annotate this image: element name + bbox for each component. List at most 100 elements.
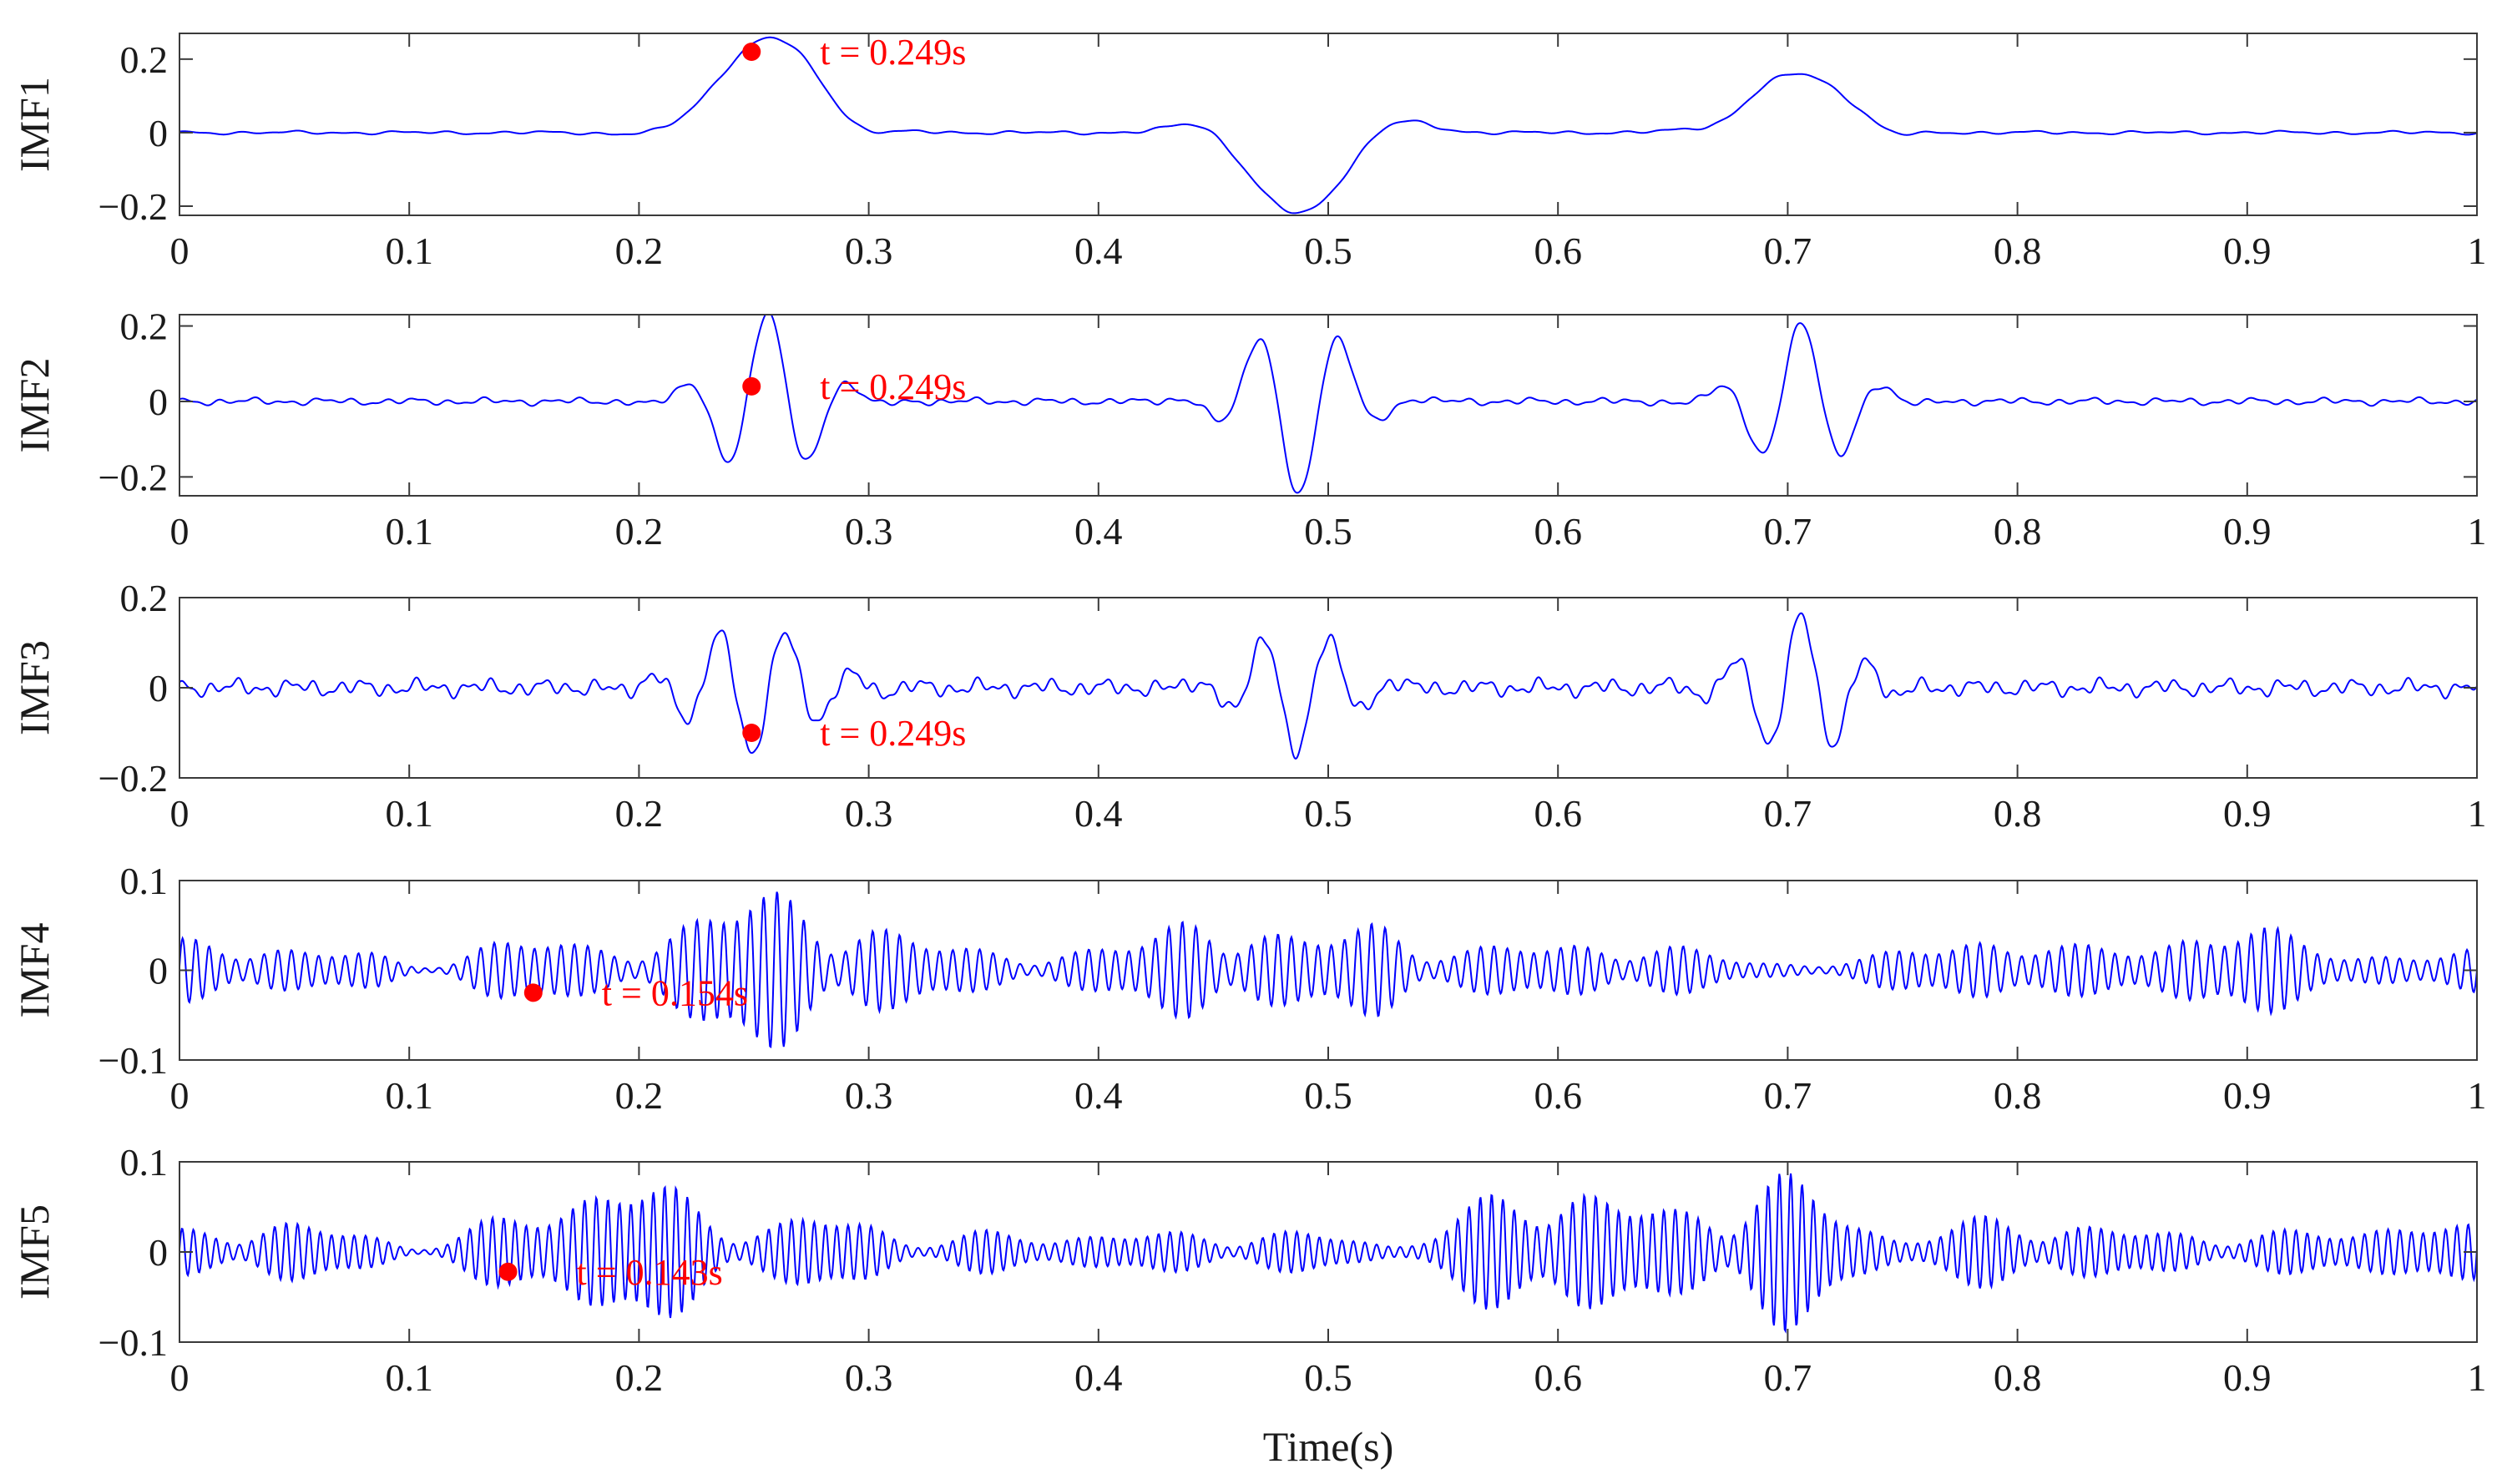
x-tick-label: 0.8: [1994, 1356, 2042, 1399]
signal-line-imf4: [179, 891, 2477, 1048]
x-tick-label: 0.7: [1764, 230, 1812, 272]
x-tick-label: 0.1: [385, 1356, 433, 1399]
y-tick-label: 0.2: [120, 577, 169, 619]
x-tick-label: 0.9: [2223, 230, 2272, 272]
panels-layer: 0 0.1 0.2 0.3 0.4 0.5 0.6 0.7 0.8 0.9 1−0.200.2IMF…: [11, 32, 2487, 1399]
x-tick-label: 0.4: [1074, 792, 1123, 835]
x-tick-label: 0: [170, 792, 190, 835]
x-tick-label: 0.2: [615, 230, 664, 272]
x-tick-label: 0.8: [1994, 510, 2042, 553]
x-tick-label: 0.8: [1994, 230, 2042, 272]
y-tick-label: 0.2: [120, 38, 169, 81]
x-tick-label: 0.7: [1764, 510, 1812, 553]
x-tick-label: 0.5: [1304, 230, 1352, 272]
x-tick-label: 0.1: [385, 510, 433, 553]
y-tick-label: 0: [149, 1231, 168, 1274]
y-tick-label: 0: [149, 381, 168, 423]
y-tick-label: 0.1: [120, 860, 169, 902]
x-axis-label: Time(s): [1263, 1423, 1394, 1470]
panel-imf4: 0 0.1 0.2 0.3 0.4 0.5 0.6 0.7 0.8 0.9 1−0.100.1IMF…: [11, 860, 2487, 1117]
signal-line-imf5: [179, 1173, 2477, 1334]
x-tick-label: 0.6: [1534, 510, 1582, 553]
x-tick-label: 0.6: [1534, 1074, 1582, 1117]
x-tick-label: 0.2: [615, 1074, 664, 1117]
x-tick-label: 1: [2468, 510, 2487, 553]
y-tick-label: −0.1: [99, 1039, 168, 1082]
x-tick-label: 0.7: [1764, 1356, 1812, 1399]
x-tick-label: 0.5: [1304, 792, 1352, 835]
y-axis-label-imf2: IMF2: [11, 358, 58, 453]
x-tick-label: 0.1: [385, 1074, 433, 1117]
y-tick-label: −0.1: [99, 1321, 168, 1364]
y-tick-label: −0.2: [99, 456, 168, 498]
x-tick-label: 0.5: [1304, 1356, 1352, 1399]
x-tick-label: 0.6: [1534, 1356, 1582, 1399]
axes-frame-imf1: [179, 33, 2478, 216]
y-tick-label: 0.2: [120, 305, 169, 348]
x-tick-label: 1: [2468, 792, 2487, 835]
annotation-label-imf1: t = 0.249s: [820, 32, 966, 73]
y-axis-label-imf5: IMF5: [11, 1204, 58, 1300]
annotation-marker-imf5: [498, 1262, 518, 1281]
x-tick-label: 0.6: [1534, 792, 1582, 835]
x-tick-label: 0.3: [845, 792, 893, 835]
x-tick-label: 0: [170, 510, 190, 553]
y-tick-label: −0.2: [99, 757, 168, 800]
x-tick-label: 0.3: [845, 230, 893, 272]
annotation-marker-imf2: [742, 376, 761, 396]
x-tick-label: 0: [170, 230, 190, 272]
x-tick-label: 0.9: [2223, 1356, 2272, 1399]
x-tick-label: 0.7: [1764, 792, 1812, 835]
y-axis-label-imf3: IMF3: [11, 640, 58, 735]
axes-frame-imf3: [179, 597, 2478, 779]
x-tick-label: 0.3: [845, 510, 893, 553]
axes-frame-imf2: [179, 314, 2478, 497]
signal-line-imf2: [179, 315, 2477, 494]
x-tick-label: 0.3: [845, 1074, 893, 1117]
x-tick-label: 0.1: [385, 230, 433, 272]
x-tick-label: 1: [2468, 1074, 2487, 1117]
x-tick-label: 0.4: [1074, 1074, 1123, 1117]
x-tick-label: 0.2: [615, 792, 664, 835]
x-tick-label: 0.9: [2223, 1074, 2272, 1117]
y-axis-label-imf4: IMF4: [11, 923, 58, 1018]
panel-imf5: 0 0.1 0.2 0.3 0.4 0.5 0.6 0.7 0.8 0.9 1−0.100.1IMF…: [11, 1141, 2487, 1399]
x-tick-label: 0.7: [1764, 1074, 1812, 1117]
x-tick-label: 1: [2468, 1356, 2487, 1399]
y-tick-label: 0: [149, 950, 168, 992]
x-tick-label: 0.9: [2223, 792, 2272, 835]
x-tick-label: 0.3: [845, 1356, 893, 1399]
annotation-label-imf3: t = 0.249s: [820, 713, 966, 754]
x-tick-label: 0: [170, 1074, 190, 1117]
annotation-marker-imf1: [742, 43, 761, 62]
x-tick-label: 0.1: [385, 792, 433, 835]
x-tick-label: 0.6: [1534, 230, 1582, 272]
x-tick-label: 0.8: [1994, 792, 2042, 835]
panel-imf2: 0 0.1 0.2 0.3 0.4 0.5 0.6 0.7 0.8 0.9 1−0.200.2IMF…: [11, 305, 2487, 553]
annotation-label-imf2: t = 0.249s: [820, 366, 966, 407]
y-tick-label: 0: [149, 667, 168, 709]
x-tick-label: 1: [2468, 230, 2487, 272]
x-tick-label: 0.9: [2223, 510, 2272, 553]
x-tick-label: 0.5: [1304, 1074, 1352, 1117]
annotation-marker-imf3: [742, 724, 761, 742]
panel-imf1: 0 0.1 0.2 0.3 0.4 0.5 0.6 0.7 0.8 0.9 1−0.200.2IMF…: [11, 32, 2487, 272]
x-tick-label: 0.4: [1074, 1356, 1123, 1399]
x-tick-label: 0.8: [1994, 1074, 2042, 1117]
x-tick-label: 0.2: [615, 1356, 664, 1399]
y-tick-label: 0.1: [120, 1141, 169, 1184]
annotation-label-imf5: t = 0.143s: [577, 1252, 723, 1293]
x-tick-label: 0: [170, 1356, 190, 1399]
y-tick-label: 0: [149, 112, 168, 154]
x-tick-label: 0.4: [1074, 510, 1123, 553]
y-tick-label: −0.2: [99, 185, 168, 228]
signal-line-imf1: [179, 36, 2477, 215]
panel-imf3: 0 0.1 0.2 0.3 0.4 0.5 0.6 0.7 0.8 0.9 1−0.200.2IMF…: [11, 577, 2487, 835]
x-tick-label: 0.5: [1304, 510, 1352, 553]
annotation-label-imf4: t = 0.154s: [602, 972, 748, 1013]
y-axis-label-imf1: IMF1: [11, 77, 58, 172]
annotation-marker-imf4: [523, 983, 543, 1002]
x-tick-label: 0.4: [1074, 230, 1123, 272]
signal-line-imf3: [179, 612, 2477, 760]
